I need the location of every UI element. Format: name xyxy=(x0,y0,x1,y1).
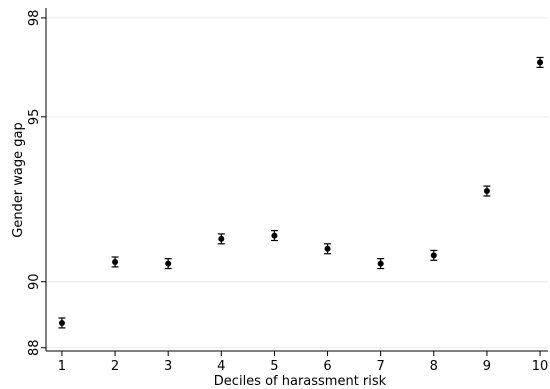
x-axis-label: Deciles of harassment risk xyxy=(214,374,387,389)
x-tick-label: 1 xyxy=(58,359,66,374)
x-tick-label: 6 xyxy=(323,359,331,374)
data-point xyxy=(112,258,119,265)
y-axis-label: Gender wage gap xyxy=(11,122,26,238)
x-tick-label: 4 xyxy=(217,359,225,374)
data-point xyxy=(218,235,225,242)
x-tick-label: 8 xyxy=(430,359,438,374)
axes: 88 90 95 98 1 2 3 4 5 6 7 8 9 10 xyxy=(27,8,548,374)
data-point xyxy=(324,245,331,252)
x-tick-label: 3 xyxy=(164,359,172,374)
x-tick-label: 7 xyxy=(377,359,385,374)
x-tick-label: 2 xyxy=(111,359,119,374)
data-point xyxy=(377,260,384,267)
data-point xyxy=(165,260,172,267)
x-tick-label: 5 xyxy=(270,359,278,374)
data-point xyxy=(537,59,544,66)
data-point xyxy=(430,252,437,259)
x-tick-label: 9 xyxy=(483,359,491,374)
y-tick-label: 88 xyxy=(27,339,42,356)
data-point xyxy=(271,232,278,239)
data-point xyxy=(58,319,65,326)
y-tick-label: 95 xyxy=(27,109,42,126)
y-tick-label: 98 xyxy=(27,10,42,27)
gridlines xyxy=(46,17,548,349)
x-tick-label: 10 xyxy=(532,359,549,374)
data-point xyxy=(483,188,490,195)
y-tick-label: 90 xyxy=(27,273,42,290)
data-points xyxy=(58,56,544,329)
